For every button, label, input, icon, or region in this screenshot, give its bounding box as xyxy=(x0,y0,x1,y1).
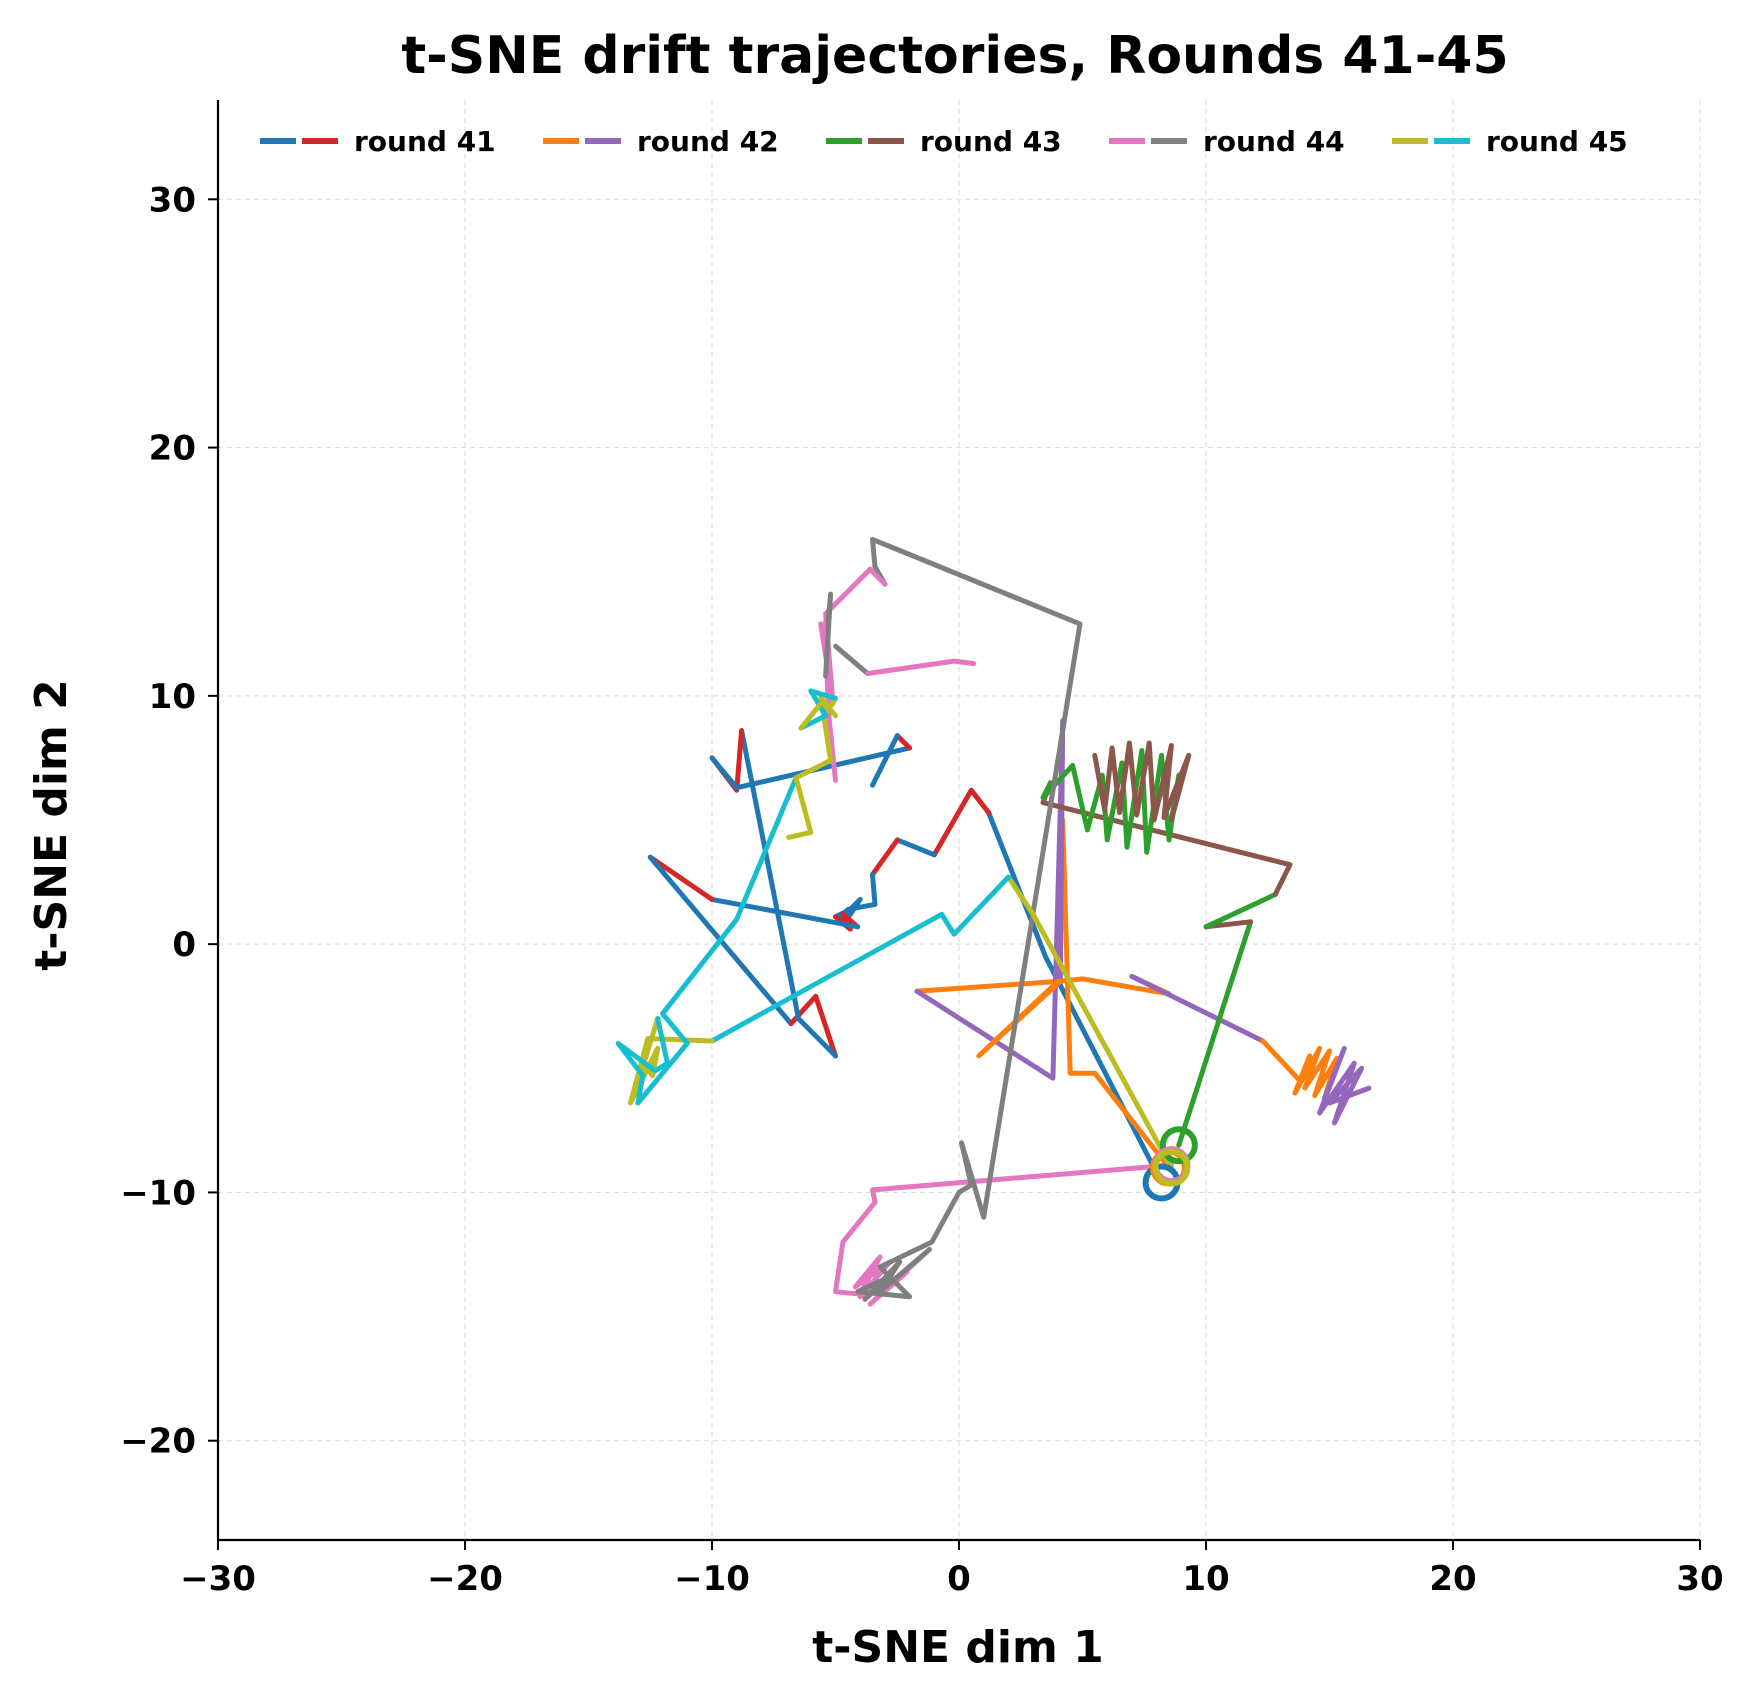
legend: round 41 round 42 round 43 round 44 round 45 xyxy=(260,125,1628,158)
trajectory-segment xyxy=(870,837,900,878)
trajectory-segment xyxy=(786,775,814,840)
x-axis-label: t-SNE dim 1 xyxy=(812,1622,1104,1673)
trajectory-segment xyxy=(894,837,937,858)
legend-label: round 42 xyxy=(637,125,779,158)
x-tick-label: 20 xyxy=(1429,1559,1476,1599)
x-tick-label: −30 xyxy=(180,1559,256,1599)
y-tick-label: 10 xyxy=(149,677,196,717)
legend-item: round 41 xyxy=(260,125,496,158)
trajectory-segment xyxy=(1203,892,1278,930)
trajectory-segment xyxy=(870,733,900,788)
y-tick-label: −20 xyxy=(120,1422,196,1462)
series-round-41 xyxy=(647,728,1164,1185)
trajectory-segment xyxy=(855,536,1083,1302)
trajectory-segment xyxy=(1176,919,1253,1148)
trajectory-segment xyxy=(833,643,871,676)
start-marker xyxy=(1159,1126,1198,1165)
y-tick-label: −10 xyxy=(120,1173,196,1213)
trajectory-segment xyxy=(615,775,799,1106)
trajectory-segment xyxy=(1260,1038,1340,1101)
series-round-42 xyxy=(914,718,1372,1171)
trajectory-segment xyxy=(1129,973,1266,1044)
start-marker xyxy=(1152,1148,1191,1187)
series-round-45 xyxy=(615,688,1174,1171)
legend-label: round 43 xyxy=(920,125,1062,158)
trajectory-segment xyxy=(1092,740,1192,823)
y-tick-label: 20 xyxy=(149,429,196,469)
legend-item: round 42 xyxy=(543,125,779,158)
x-tick-label: −10 xyxy=(674,1559,750,1599)
trajectory-segment xyxy=(1005,874,1174,1171)
trajectory-segment xyxy=(798,698,838,731)
legend-item: round 43 xyxy=(826,125,1062,158)
plot-area xyxy=(615,536,1372,1307)
trajectory-segment xyxy=(894,733,913,751)
x-tick-label: 10 xyxy=(1182,1559,1229,1599)
trajectory-segment xyxy=(833,872,878,925)
trajectory-segment xyxy=(739,728,838,1059)
trajectory-segment xyxy=(865,658,977,676)
ticks: −30 −20 −10 0 10 20 30 −20 −10 0 10 20 30 xyxy=(120,180,1723,1599)
legend-label: round 44 xyxy=(1203,125,1345,158)
trajectory-segment xyxy=(914,718,1066,1081)
legend-label: round 41 xyxy=(354,125,496,158)
legend-item: round 45 xyxy=(1392,125,1628,158)
trajectory-segment xyxy=(647,854,715,902)
x-tick-label: 0 xyxy=(947,1559,971,1599)
trajectory-segment xyxy=(628,1016,715,1106)
trajectory-segment xyxy=(823,591,834,679)
y-axis-label: t-SNE dim 2 xyxy=(26,679,77,971)
legend-item: round 44 xyxy=(1109,125,1345,158)
trajectory-segment xyxy=(914,817,1172,1171)
trajectory-segment xyxy=(709,745,913,791)
trajectory-segment xyxy=(709,896,861,930)
legend-label: round 45 xyxy=(1486,125,1628,158)
grid xyxy=(217,100,1701,1540)
series-round-43 xyxy=(1040,740,1293,1148)
y-tick-label: 0 xyxy=(172,925,196,965)
trajectory-segment xyxy=(709,874,1011,1044)
x-tick-label: 30 xyxy=(1676,1559,1723,1599)
trajectory-segment xyxy=(833,1162,1174,1307)
y-tick-label: 30 xyxy=(149,180,196,220)
chart-title: t-SNE drift trajectories, Rounds 41-45 xyxy=(401,26,1508,86)
trajectory-segment xyxy=(1317,1045,1372,1126)
x-tick-label: −20 xyxy=(427,1559,503,1599)
trajectory-segment xyxy=(931,787,992,858)
trajectory-segment xyxy=(1040,748,1182,855)
